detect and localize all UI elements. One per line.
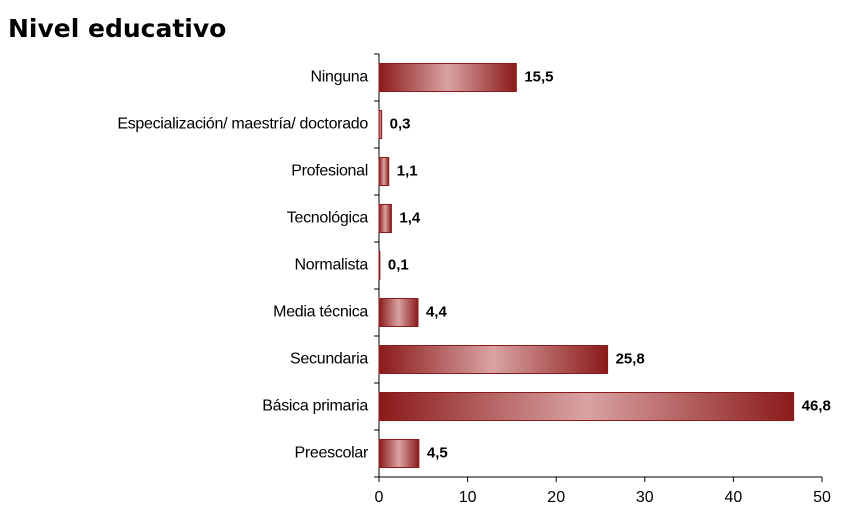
category-label: Secundaria: [290, 351, 368, 368]
category-label: Normalista: [295, 257, 369, 274]
category-label: Profesional: [291, 163, 368, 180]
value-label: 1,4: [399, 209, 421, 226]
bar: [378, 392, 795, 421]
x-tick-label: 30: [636, 489, 654, 506]
bar: [378, 110, 383, 139]
category-label: Preescolar: [295, 445, 369, 462]
x-tick-label: 0: [375, 489, 384, 506]
value-label: 1,1: [397, 162, 418, 179]
bar: [378, 298, 419, 327]
bar: [378, 345, 609, 374]
x-tick-label: 10: [459, 489, 477, 506]
x-tick-label: 20: [547, 489, 565, 506]
x-tick-label: 40: [725, 489, 743, 506]
bar: [378, 251, 381, 280]
value-label: 0,1: [388, 256, 409, 273]
value-label: 46,8: [802, 397, 831, 414]
category-label: Básica primaria: [262, 398, 368, 415]
bar: [378, 157, 390, 186]
x-tick-label: 50: [813, 489, 831, 506]
value-label: 15,5: [524, 68, 553, 85]
bar: [378, 63, 517, 92]
bar: [378, 439, 420, 468]
category-label: Media técnica: [273, 304, 368, 321]
value-label: 4,5: [427, 444, 448, 461]
category-label: Ninguna: [310, 69, 368, 86]
value-label: 25,8: [616, 350, 645, 367]
category-label: Tecnológica: [287, 210, 369, 227]
bar: [378, 204, 392, 233]
category-label: Especialización/ maestría/ doctorado: [117, 116, 368, 133]
value-label: 0,3: [390, 115, 411, 132]
value-label: 4,4: [426, 303, 448, 320]
chart-title: Nivel educativo: [8, 14, 226, 43]
